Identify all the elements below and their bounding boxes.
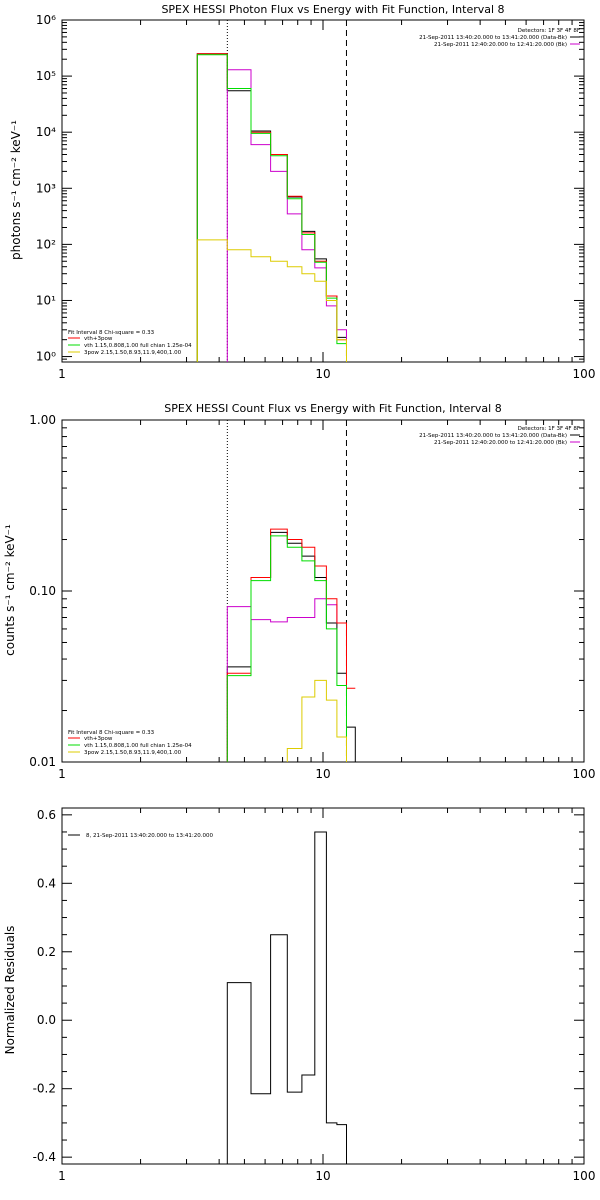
series-line: [286, 679, 347, 762]
legend-bk-interval: 21-Sep-2011 12:40:20.000 to 12:41:20.000…: [434, 440, 567, 446]
series-line: [196, 53, 347, 362]
series-line: [196, 54, 347, 362]
y-tick-label: 10¹: [36, 293, 56, 307]
legend-data-interval: 21-Sep-2011 13:40:20.000 to 13:41:20.000…: [419, 35, 567, 41]
chart-title: SPEX HESSI Photon Flux vs Energy with Fi…: [161, 3, 504, 16]
y-tick-label: 10⁵: [36, 69, 56, 83]
x-tick-label: 1: [58, 767, 66, 781]
legend-top-right: Detectors: 1F 3F 4F 8F 21-Sep-2011 13:40…: [419, 28, 580, 48]
series-line: [196, 239, 347, 362]
legend-data-interval: 21-Sep-2011 13:40:20.000 to 13:41:20.000…: [419, 433, 567, 439]
count-flux-chart: SPEX HESSI Count Flux vs Energy with Fit…: [3, 402, 595, 781]
residuals-chart: Normalized Residuals 1 10 100 -0.4 -0.2 0.0 0.…: [3, 807, 596, 1183]
x-tick-label: 1: [58, 1169, 66, 1183]
y-tick-label: 1.00: [29, 413, 56, 427]
y-tick-label: 0.2: [37, 945, 56, 959]
axis-ticks: 1 10 100 10⁰ 10¹ 10² 10³ 10⁴ 10⁵ 10⁶: [36, 13, 596, 381]
series-line: [226, 535, 347, 762]
y-tick-label: 10⁶: [36, 13, 56, 27]
y-tick-label: 0.10: [29, 584, 56, 598]
y-tick-label: 10⁰: [36, 350, 56, 364]
axis-ticks: 1 10 100 0.01 0.10 1.00: [29, 413, 595, 781]
y-tick-label: 0.6: [37, 808, 56, 822]
y-tick-label: -0.4: [33, 1150, 56, 1164]
x-tick-label: 100: [573, 367, 596, 381]
legend-entry-powerlaw: 3pow 2.15,1.50,8.93,11.9,400,1.00: [84, 750, 182, 756]
legend-bk-interval: 21-Sep-2011 12:40:20.000 to 12:41:20.000…: [434, 42, 567, 48]
legend-entry-thermal: vth 1.15,0.808,1.00 full chian 1.25e-04: [84, 343, 192, 349]
x-tick-label: 10: [315, 367, 330, 381]
legend-entry-total: vth+3pow: [84, 736, 113, 742]
chart-title: SPEX HESSI Count Flux vs Energy with Fit…: [164, 402, 501, 415]
y-axis-label: Normalized Residuals: [3, 926, 17, 1055]
photon-flux-chart: SPEX HESSI Photon Flux vs Energy with Fi…: [9, 3, 595, 381]
y-axis-label: photons s⁻¹ cm⁻² keV⁻¹: [9, 120, 23, 260]
x-tick-label: 100: [573, 767, 596, 781]
legend-fit-header: Fit Interval 8 Chi-square = 0.33: [68, 330, 155, 336]
series-line: [226, 528, 356, 762]
series-line: [226, 69, 347, 362]
plot-frame: [61, 19, 585, 363]
legend-detectors: Detectors: 1F 3F 4F 8F: [518, 28, 580, 34]
legend: 8, 21-Sep-2011 13:40:20.000 to 13:41:20.…: [68, 833, 213, 839]
legend-bottom-left: Fit Interval 8 Chi-square = 0.33 vth+3po…: [68, 730, 192, 756]
legend-entry-total: vth+3pow: [84, 336, 113, 342]
plot-frame: [61, 807, 585, 1165]
y-tick-label: 0.4: [37, 876, 56, 890]
x-tick-label: 10: [315, 767, 330, 781]
series-line: [226, 831, 347, 1164]
series-group: [226, 528, 356, 762]
legend-entry-thermal: vth 1.15,0.808,1.00 full chian 1.25e-04: [84, 743, 192, 749]
legend-detectors: Detectors: 1F 3F 4F 8F: [518, 426, 580, 432]
reference-lines: [226, 420, 347, 762]
y-tick-label: 10³: [36, 181, 56, 195]
legend-fit-header: Fit Interval 8 Chi-square = 0.33: [68, 730, 155, 736]
y-tick-label: 0.01: [29, 755, 56, 769]
series-line: [226, 531, 356, 762]
y-tick-label: -0.2: [33, 1082, 56, 1096]
series-line: [196, 53, 347, 362]
y-axis-label: counts s⁻¹ cm⁻² keV⁻¹: [3, 524, 17, 656]
x-tick-label: 1: [58, 367, 66, 381]
y-tick-label: 10²: [36, 237, 56, 251]
axis-ticks: 1 10 100 -0.4 -0.2 0.0 0.2 0.4 0.6: [33, 808, 596, 1183]
series-group: [226, 831, 347, 1164]
plot-frame: [61, 419, 585, 763]
x-tick-label: 10: [315, 1169, 330, 1183]
x-tick-label: 100: [573, 1169, 596, 1183]
legend-entry: 8, 21-Sep-2011 13:40:20.000 to 13:41:20.…: [86, 833, 213, 839]
y-tick-label: 10⁴: [36, 125, 56, 139]
y-tick-label: 0.0: [37, 1013, 56, 1027]
series-group: [196, 53, 347, 362]
legend-entry-powerlaw: 3pow 2.15,1.50,8.93,11.9,400,1.00: [84, 350, 182, 356]
legend-bottom-left: Fit Interval 8 Chi-square = 0.33 vth+3po…: [68, 330, 192, 356]
legend-top-right: Detectors: 1F 3F 4F 8F 21-Sep-2011 13:40…: [419, 426, 580, 446]
